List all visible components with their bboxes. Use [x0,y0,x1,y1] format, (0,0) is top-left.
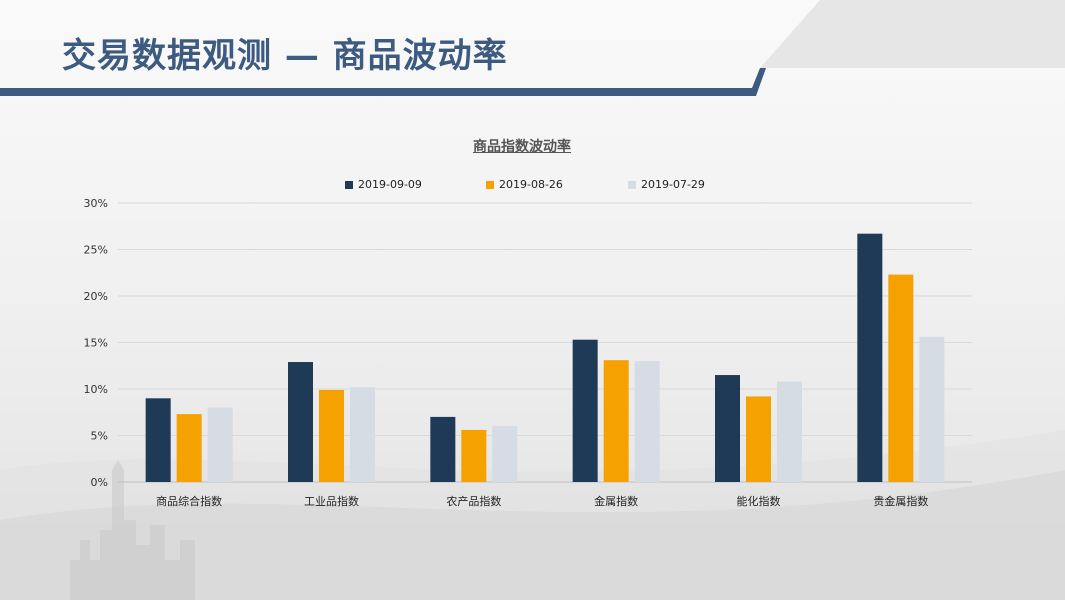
legend-item-series-3: 2019-07-29 [628,178,705,191]
bar-1-2 [288,362,313,482]
legend-label-series-3: 2019-07-29 [641,178,705,191]
bar-2-5 [746,396,771,482]
bar-3-3 [492,426,518,482]
x-category-label: 贵金属指数 [873,494,928,508]
y-tick-label: 20% [84,290,108,303]
x-category-label: 商品综合指数 [156,494,222,508]
page-title: 交易数据观测 — 商品波动率 [62,36,508,76]
bar-1-6 [857,233,883,482]
y-tick-label: 5% [91,430,108,443]
header-bar [0,0,1065,96]
y-tick-label: 0% [91,476,108,489]
bar-2-2 [319,389,344,482]
legend-swatch-series-2 [486,180,494,189]
bar-2-3 [461,429,487,482]
bar-1-3 [430,416,456,482]
bar-1-1 [145,398,171,482]
chart-title: 商品指数波动率 [473,139,571,155]
bar-1-4 [572,339,598,482]
bar-2-6 [888,274,914,482]
y-tick-label: 15% [84,337,108,350]
bar-3-4 [634,361,660,482]
bar-3-5 [777,381,802,482]
legend-item-series-2: 2019-08-26 [486,178,563,191]
x-category-label: 金属指数 [594,494,638,508]
legend-item-series-1: 2019-09-09 [345,178,422,191]
y-tick-label: 10% [84,383,108,396]
bar-3-2 [350,387,375,482]
bar-2-1 [176,414,202,482]
x-category-label: 工业品指数 [304,494,359,508]
x-category-label: 农产品指数 [446,494,501,508]
bar-2-4 [603,360,629,482]
y-tick-label: 30% [84,197,108,210]
bar-3-1 [207,407,233,482]
x-category-label: 能化指数 [737,494,781,508]
legend-swatch-series-1 [345,180,353,189]
legend-label-series-1: 2019-09-09 [358,178,422,191]
legend-label-series-2: 2019-08-26 [499,178,563,191]
bar-1-5 [715,375,740,482]
bar-3-6 [919,336,945,482]
legend-swatch-series-3 [628,180,636,189]
chart-legend: 2019-09-09 2019-08-26 2019-07-29 [0,178,1044,194]
y-tick-label: 25% [84,244,108,257]
